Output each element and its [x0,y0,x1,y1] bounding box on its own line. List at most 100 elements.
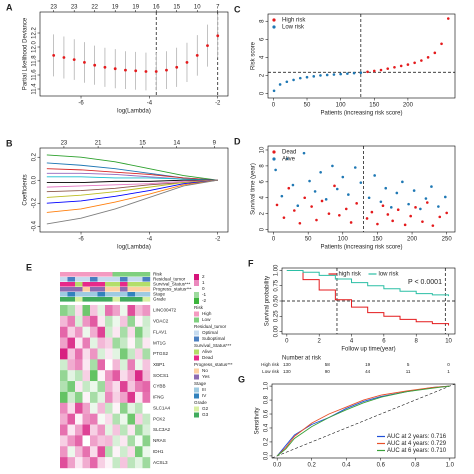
y-tick-label: 1.00 [274,264,280,276]
heat-cell [90,305,98,317]
point [438,215,442,219]
heat-cell [82,326,91,338]
y-tick-label: 0.8 [264,395,270,404]
heat-cell [90,381,98,393]
point [352,71,356,75]
y-tick-label: 0.4 [264,423,270,432]
top-tick-label: 10 [194,5,201,11]
point [425,201,429,204]
x-tick-label: 200 [407,237,418,243]
risk-count: 19 [365,362,371,367]
heat-cell [135,402,143,414]
y-axis-label: Survival probability [265,276,271,326]
annotation-cell [82,287,91,292]
point [332,73,336,76]
heat-cell [60,326,68,338]
annotation-cell [135,287,143,292]
legend-label: high risk [339,272,362,278]
x-tick-label: 0.0 [273,463,282,469]
risk-count: 1 [447,369,450,374]
heat-cell [75,359,83,371]
point [292,78,295,82]
y-tick-label: 4 [260,195,266,199]
point [353,166,357,169]
point [420,59,423,62]
risk-table-title: Number at risk [282,356,322,362]
point [412,189,416,192]
annotation-cell [60,297,68,302]
legend-label: Alive [202,349,212,354]
heat-cell [90,402,98,414]
plot-frame [267,145,456,233]
annotation-name: Progress_status*** [153,287,192,292]
y-tick-label: 0.00 [274,325,280,337]
point [395,191,399,195]
annotation-cell [90,287,98,292]
heat-cell [135,391,143,403]
annotation-cell [90,297,98,302]
annotation-cell [112,292,121,297]
plot-frame [39,147,229,233]
top-tick-label: 23 [71,5,78,11]
point [282,216,286,219]
point [195,54,199,57]
annotation-cell [90,272,98,277]
heat-cell [67,370,76,382]
heat-cell [135,413,143,425]
annotation-cell [97,272,106,277]
heat-cell [142,446,151,458]
point [308,179,311,183]
y-tick-label: 11.8 [32,55,38,67]
heat-cell [60,413,68,425]
point [124,68,127,72]
heat-cell [67,305,76,317]
x-tick-label: 10 [445,339,452,345]
heat-cell [97,315,106,327]
heat-cell [90,391,98,403]
x-axis-label: Patients (increasing risk score) [320,245,402,251]
heat-cell [97,402,106,414]
legend-label: High [202,311,212,316]
heat-cell [82,424,91,436]
annotation-cell [97,287,106,292]
annotation-cell [105,277,113,282]
line [276,385,450,457]
legend-title: Residual_tumor [194,324,227,329]
point [430,185,433,188]
heat-cell [60,424,68,436]
heat-cell [97,326,106,338]
heat-cell [97,359,106,371]
heat-cell [97,305,106,317]
annotation-cell [82,297,91,302]
row-label: SLC1A4 [153,405,171,410]
heat-cell [82,446,91,458]
heat-cell [97,435,106,447]
heat-cell [82,370,91,382]
heat-cell [105,326,113,338]
annotation-cell [97,297,106,302]
annotation-cell [127,272,136,277]
heat-cell [127,326,136,338]
legend-label: G3 [202,412,209,417]
x-tick-label: 0.6 [377,463,386,469]
heat-cell [60,457,68,469]
y-tick-label: 0.0 [32,175,38,184]
heat-cell [127,348,136,360]
heat-cell [67,326,76,338]
y-tick-label: -0.4 [32,220,38,231]
point [433,51,437,55]
heat-cell [67,402,76,414]
heat-cell [75,348,83,360]
annotation-cell [135,297,143,302]
annotation-cell [90,277,98,282]
heat-cell [97,348,106,360]
heat-cell [105,446,113,458]
annotation-cell [120,282,128,287]
y-tick-label: 12.2 [32,27,38,39]
heat-cell [90,457,98,469]
heat-cell [60,391,68,403]
annotation-cell [142,282,151,287]
point [206,44,209,47]
point [389,206,393,209]
heat-cell [112,348,121,360]
